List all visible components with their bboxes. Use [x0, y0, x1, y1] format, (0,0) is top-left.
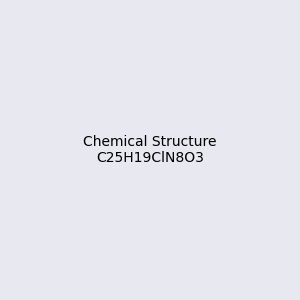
Text: Chemical Structure
C25H19ClN8O3: Chemical Structure C25H19ClN8O3 [83, 135, 217, 165]
